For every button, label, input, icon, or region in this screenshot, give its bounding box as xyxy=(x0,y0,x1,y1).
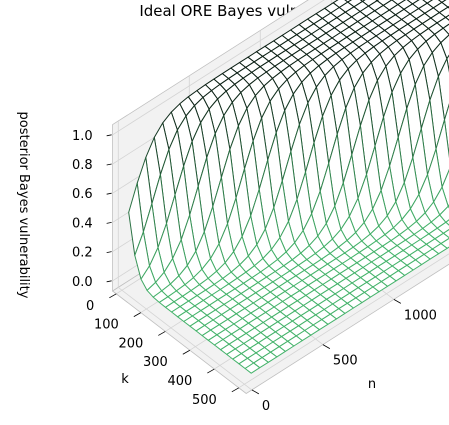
n-tick-label: 500 xyxy=(333,354,358,369)
n-tick-mark xyxy=(252,390,259,394)
z-tick-label: 0.8 xyxy=(72,158,93,173)
k-tick-label: 400 xyxy=(167,374,192,389)
k-tick-mark xyxy=(232,388,239,392)
y-axis-label: n xyxy=(368,377,376,392)
n-tick-mark xyxy=(323,345,330,349)
z-tick-label: 0.2 xyxy=(72,246,93,261)
z-tick-label: 1.0 xyxy=(72,129,93,144)
x-axis-label: k xyxy=(121,372,129,387)
k-tick-mark xyxy=(207,369,214,373)
z-tick-mark xyxy=(107,281,112,282)
z-tick-label: 0.0 xyxy=(72,275,93,290)
z-tick-label: 0.4 xyxy=(72,216,93,231)
k-tick-label: 300 xyxy=(143,355,168,370)
k-tick-label: 0 xyxy=(86,299,94,314)
k-tick-mark xyxy=(109,294,116,298)
z-tick-mark xyxy=(107,164,112,165)
k-tick-mark xyxy=(134,313,141,317)
k-tick-mark xyxy=(183,350,190,354)
k-tick-label: 100 xyxy=(94,318,119,333)
n-tick-label: 0 xyxy=(262,399,270,414)
z-tick-mark xyxy=(107,193,112,194)
z-tick-mark xyxy=(107,252,112,253)
n-tick-label: 1000 xyxy=(404,308,437,323)
k-tick-label: 500 xyxy=(192,393,217,408)
z-tick-label: 0.6 xyxy=(72,187,93,202)
z-tick-mark xyxy=(107,222,112,223)
k-tick-mark xyxy=(158,331,165,335)
n-tick-mark xyxy=(394,299,401,303)
z-axis-label: posterior Bayes vulnerability xyxy=(16,112,31,299)
k-tick-label: 200 xyxy=(118,336,143,351)
z-tick-mark xyxy=(107,135,112,136)
